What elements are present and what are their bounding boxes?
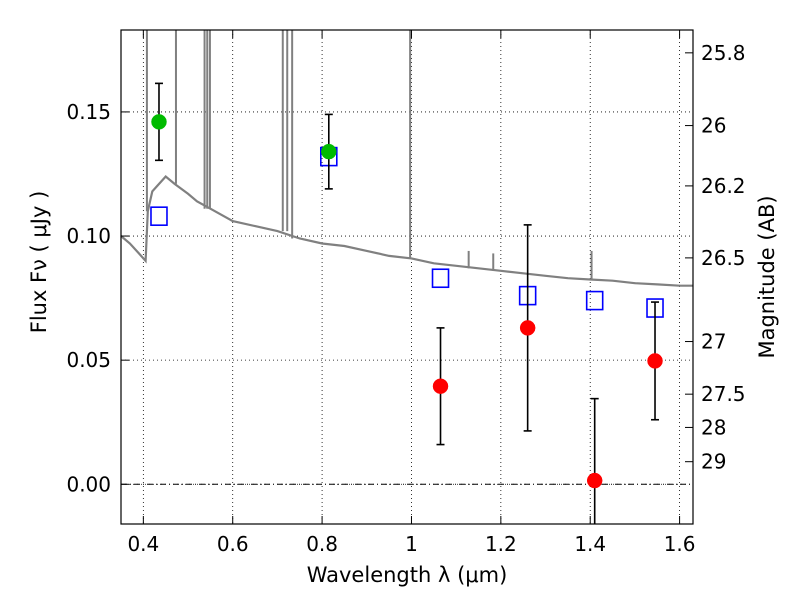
right-tick-label: 28 — [701, 415, 726, 439]
red-data-point — [647, 353, 663, 369]
y-axis-ticks: 0.00 0.05 0.10 0.15 — [66, 100, 129, 496]
right-tick-label: 26.2 — [701, 174, 746, 198]
right-tick-label: 25.8 — [701, 41, 746, 65]
red-data-point — [432, 378, 449, 394]
y-axis-label: Flux Fν ( μJy ) — [27, 191, 51, 334]
x-tick-label: 0.4 — [127, 532, 159, 556]
y-tick-label: 0.15 — [66, 100, 111, 124]
right-tick-label: 29 — [701, 450, 726, 474]
x-tick-label: 1.6 — [664, 532, 696, 556]
x-tick-label: 0.8 — [306, 532, 338, 556]
y-tick-label: 0.00 — [66, 472, 111, 496]
plot-frame — [120, 29, 694, 525]
right-axis-ticks: 25.8 26 26.2 26.5 27 27.5 28 29 — [685, 41, 746, 474]
x-tick-label: 1.2 — [485, 532, 517, 556]
x-tick-label: 1 — [405, 532, 418, 556]
y-tick-label: 0.05 — [66, 348, 111, 372]
x-axis-label: Wavelength λ (μm) — [307, 563, 508, 587]
right-tick-label: 27 — [701, 330, 726, 354]
spectrum-series — [120, 30, 693, 287]
model-square-marker — [150, 206, 168, 226]
green-data-point — [321, 143, 337, 160]
x-axis-ticks: 0.4 0.6 0.8 1 1.2 1.4 1.6 — [127, 30, 696, 556]
x-tick-label: 1.4 — [574, 532, 606, 556]
red-data-point — [519, 320, 536, 336]
model-square-marker — [431, 268, 450, 289]
y-tick-label: 0.10 — [66, 224, 111, 248]
right-axis-label: Magnitude (AB) — [755, 195, 779, 358]
green-data-point — [151, 114, 167, 130]
right-tick-label: 27.5 — [701, 382, 746, 406]
spectrum-continuum — [120, 174, 693, 287]
right-tick-label: 26 — [701, 114, 726, 138]
red-data-point — [586, 472, 603, 489]
x-tick-label: 0.6 — [217, 532, 249, 556]
photometry-markers — [150, 82, 664, 524]
plot-background — [121, 30, 693, 524]
model-square-marker — [585, 290, 604, 311]
right-tick-label: 26.5 — [701, 246, 746, 270]
